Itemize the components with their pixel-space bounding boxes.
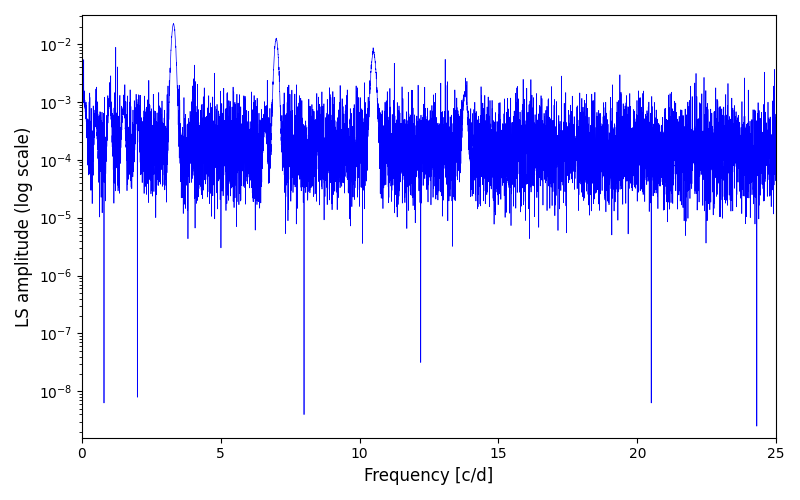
Y-axis label: LS amplitude (log scale): LS amplitude (log scale)	[15, 126, 33, 326]
X-axis label: Frequency [c/d]: Frequency [c/d]	[364, 467, 494, 485]
